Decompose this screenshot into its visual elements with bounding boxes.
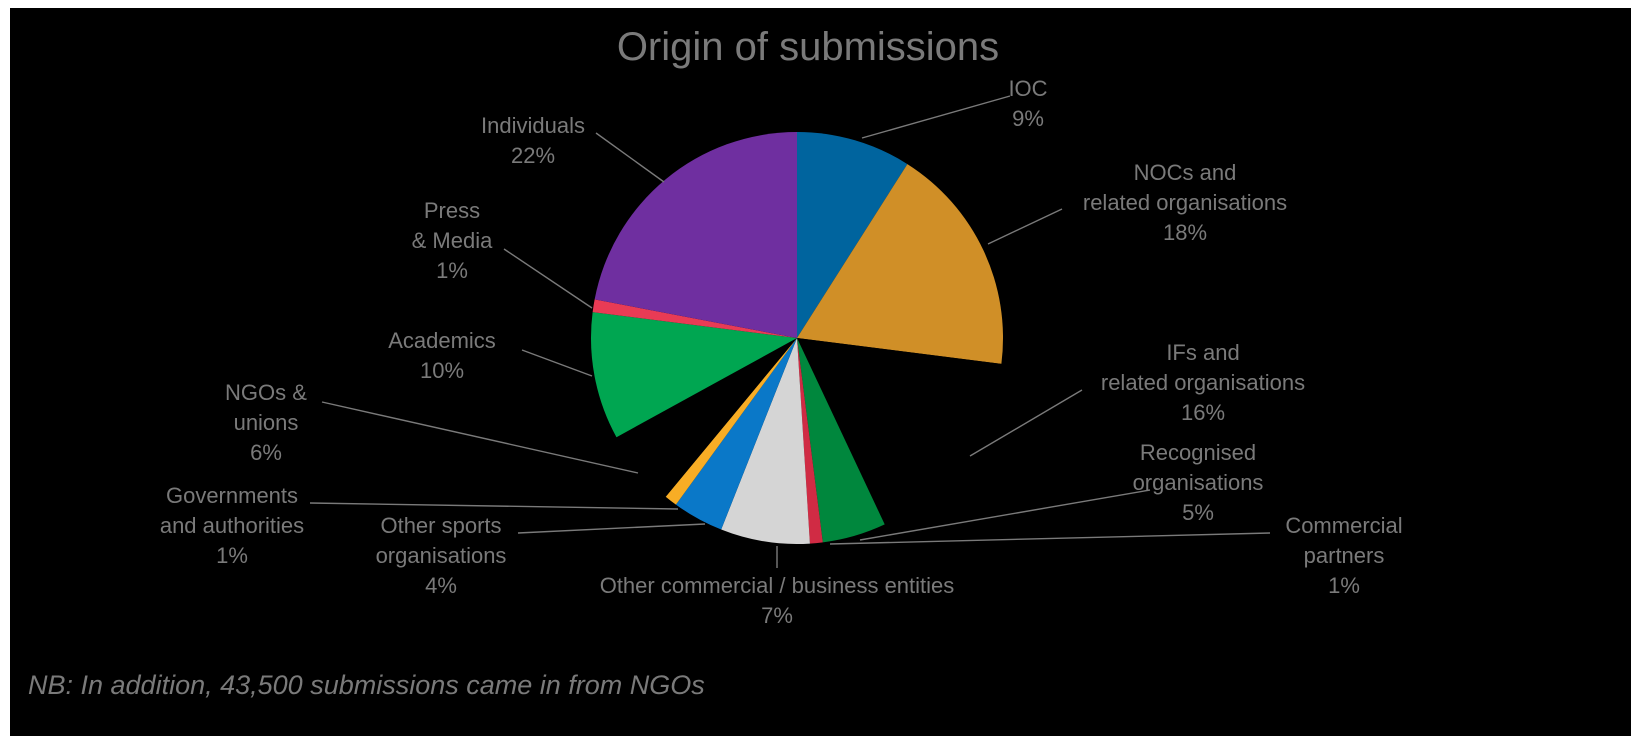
leader-line [859, 489, 1151, 541]
leader-line [829, 532, 1271, 545]
slice-category-label: Commercial [1285, 513, 1402, 538]
slice-category-label: NOCs and [1134, 160, 1237, 185]
chart-title: Origin of submissions [617, 25, 999, 69]
slice-category-label: Governments [166, 483, 298, 508]
slice-percent-label: 18% [1163, 220, 1207, 245]
pie-slices [590, 132, 1004, 544]
chart-panel: Origin of submissions IOC 9% NOCs and relat… [10, 8, 1631, 736]
pie-slice [797, 338, 1002, 525]
slice-category-label: Academics [388, 328, 496, 353]
slice-category-label: Recognised [1140, 440, 1256, 465]
slice-category-label: Individuals [481, 113, 585, 138]
leader-line [595, 132, 665, 183]
pie-chart: Origin of submissions IOC 9% NOCs and relat… [28, 25, 1403, 700]
leader-line [309, 502, 679, 510]
slice-labels: IOC 9% NOCs and related organisations 18% IFs… [160, 76, 1403, 628]
slice-category-label: IFs and [1166, 340, 1239, 365]
slice-percent-label: 1% [1328, 573, 1360, 598]
pie-slice [797, 338, 885, 543]
pie-slice [592, 299, 797, 338]
slice-category-label: NGOs & [225, 380, 307, 405]
pie-slice [797, 338, 823, 544]
slice-percent-label: 22% [511, 143, 555, 168]
slice-category-label: and authorities [160, 513, 304, 538]
pie-slice [616, 338, 797, 497]
slice-category-label: IOC [1008, 76, 1047, 101]
pie-slice [721, 338, 810, 544]
slice-category-label: Press [424, 198, 480, 223]
slice-percent-label: 9% [1012, 106, 1044, 131]
leader-line [521, 349, 593, 377]
slice-category-label: & Media [412, 228, 493, 253]
slice-percent-label: 16% [1181, 400, 1225, 425]
leader-line [969, 389, 1083, 457]
slice-category-label: related organisations [1083, 190, 1287, 215]
slice-category-label: organisations [1133, 470, 1264, 495]
slice-percent-label: 7% [761, 603, 793, 628]
leader-line [321, 401, 639, 474]
slice-category-label: related organisations [1101, 370, 1305, 395]
slice-category-label: partners [1304, 543, 1385, 568]
slice-percent-label: 1% [436, 258, 468, 283]
leader-line [987, 208, 1063, 245]
slice-percent-label: 10% [420, 358, 464, 383]
slice-category-label: Other commercial / business entities [600, 573, 955, 598]
pie-slice [665, 338, 797, 505]
slice-percent-label: 5% [1182, 500, 1214, 525]
slice-category-label: unions [234, 410, 299, 435]
slice-percent-label: 4% [425, 573, 457, 598]
footnote: NB: In addition, 43,500 submissions came… [28, 670, 705, 700]
pie-slice [797, 164, 1004, 364]
slice-category-label: Other sports [380, 513, 501, 538]
pie-slice [675, 338, 797, 530]
pie-slice [590, 312, 797, 438]
leader-line [517, 523, 706, 534]
leader-line [861, 95, 1011, 139]
slice-percent-label: 6% [250, 440, 282, 465]
pie-slice [797, 132, 908, 338]
leader-lines [309, 95, 1271, 568]
slice-percent-label: 1% [216, 543, 248, 568]
slice-category-label: organisations [376, 543, 507, 568]
leader-line [503, 248, 593, 309]
pie-slice [594, 132, 797, 338]
